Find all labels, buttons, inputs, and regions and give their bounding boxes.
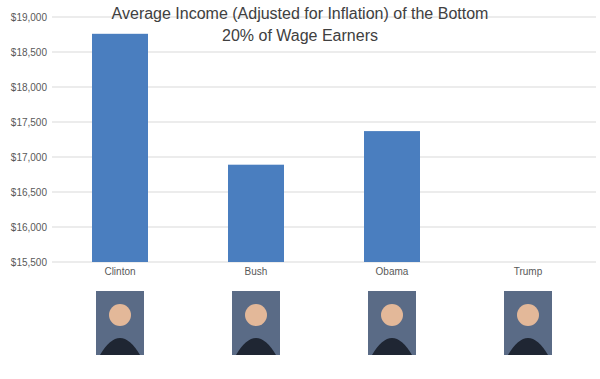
x-tick-label: Trump [514, 266, 543, 277]
portrait-frame [368, 291, 416, 355]
portrait-frame [232, 291, 280, 355]
x-labels: Clinton Bush Obama Trump [104, 266, 542, 277]
portrait-suit [372, 338, 412, 355]
portrait-face [245, 304, 267, 326]
y-tick-label: $15,500 [11, 257, 48, 268]
y-tick-label: $16,000 [11, 222, 48, 233]
portrait-suit [100, 338, 140, 355]
y-tick-label: $18,000 [11, 82, 48, 93]
portrait-frame [504, 291, 552, 355]
portrait-face [381, 304, 403, 326]
bar [364, 131, 420, 262]
bar [228, 165, 284, 262]
portrait-suit [236, 338, 276, 355]
bars [92, 34, 420, 262]
portrait-suit [508, 338, 548, 355]
portrait-face [109, 304, 131, 326]
y-tick-label: $18,500 [11, 47, 48, 58]
x-tick-label: Clinton [104, 266, 135, 277]
y-tick-label: $19,000 [11, 12, 48, 23]
x-tick-label: Obama [376, 266, 409, 277]
portrait-frame [96, 291, 144, 355]
y-tick-label: $16,500 [11, 187, 48, 198]
portrait-face [517, 304, 539, 326]
chart-root: {"chart_data": {"type": "bar", "title": … [0, 0, 600, 379]
x-tick-label: Bush [245, 266, 268, 277]
y-tick-label: $17,500 [11, 117, 48, 128]
photos [96, 291, 552, 355]
bar [92, 34, 148, 262]
grid [52, 17, 596, 262]
title: Average Income (Adjusted for Inflation) … [105, 3, 495, 47]
chart-svg: $15,500 $16,000 $16,500 $17,000 $17,500 $18,0… [0, 0, 600, 379]
y-tick-label: $17,000 [11, 152, 48, 163]
